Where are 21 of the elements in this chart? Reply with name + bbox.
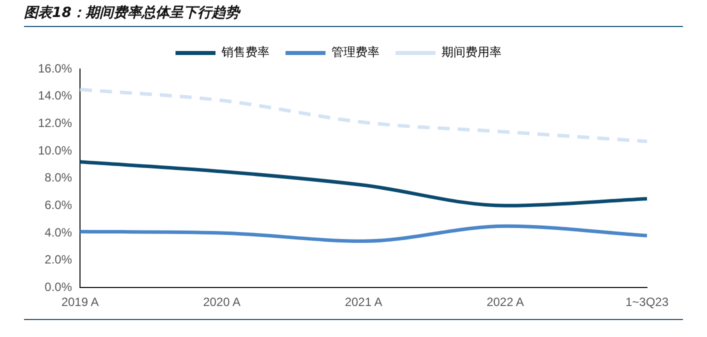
x-tick-label: 2021 A	[344, 295, 382, 310]
legend-label: 期间费用率	[442, 45, 502, 60]
legend-label: 销售费率	[220, 45, 270, 60]
chart-title: 图表18：期间费率总体呈下行趋势	[24, 4, 683, 27]
line-series	[78, 160, 649, 208]
line-series	[78, 224, 649, 243]
x-tick-label: 2019 A	[61, 295, 99, 310]
y-tick-label: 16.0%	[38, 61, 72, 76]
legend-label: 管理费率	[332, 45, 380, 60]
y-tick-label: 12.0%	[38, 116, 72, 130]
y-tick-label: 4.0%	[44, 225, 72, 240]
x-tick-label: 2020 A	[203, 295, 240, 310]
y-tick-label: 14.0%	[38, 88, 72, 103]
line-series	[78, 88, 649, 144]
x-tick-label: 2022 A	[486, 295, 524, 310]
y-tick-label: 0.0%	[44, 280, 72, 294]
y-tick-label: 2.0%	[44, 252, 72, 267]
y-tick-label: 8.0%	[44, 170, 72, 185]
x-tick-label: 1~3Q23	[625, 295, 669, 310]
y-tick-label: 10.0%	[38, 143, 72, 158]
y-tick-label: 6.0%	[44, 198, 72, 212]
